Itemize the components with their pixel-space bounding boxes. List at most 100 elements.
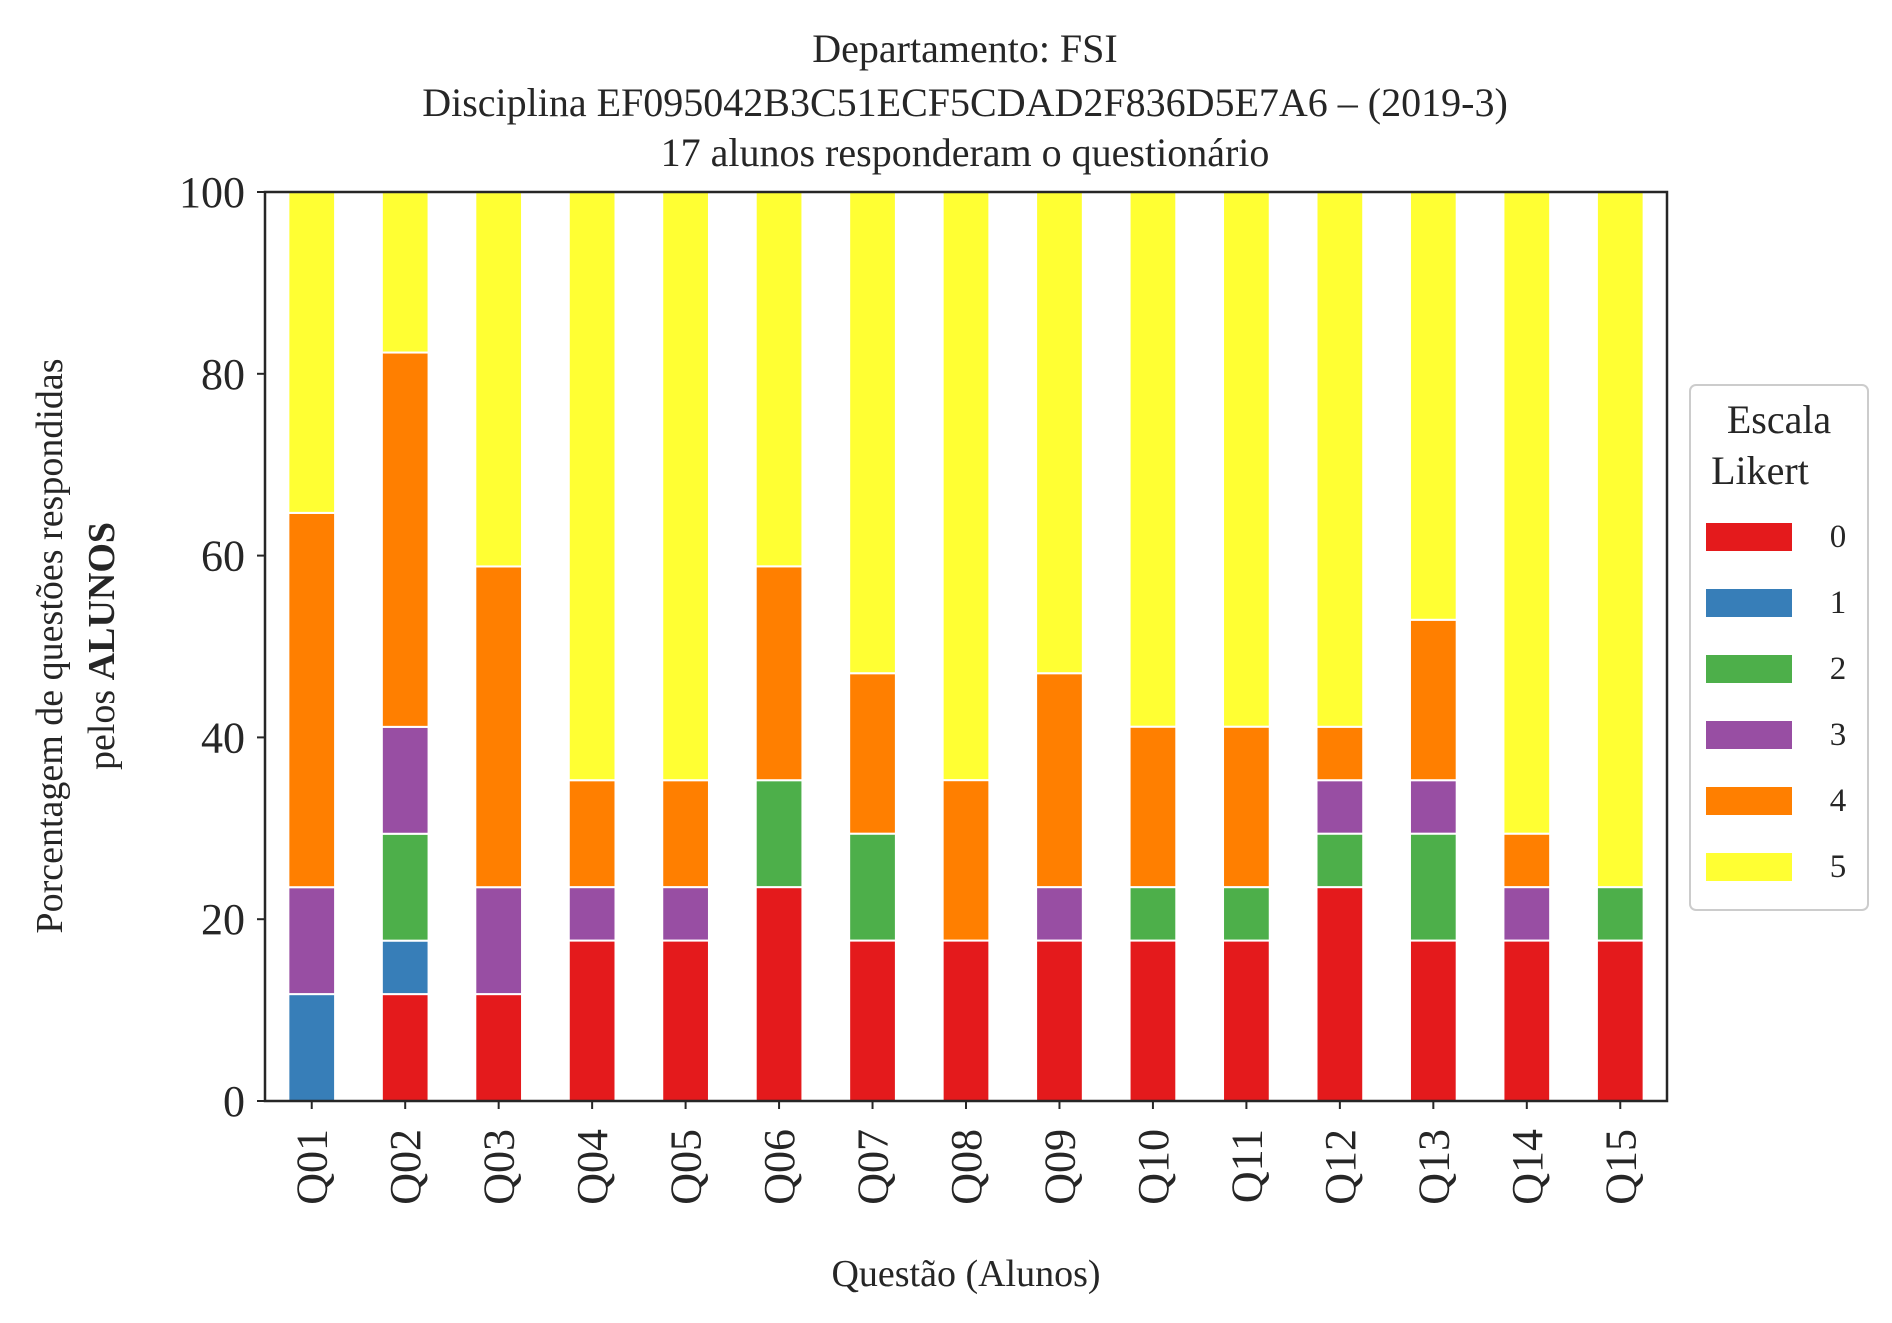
bar-q01-level-3 — [287, 886, 337, 996]
bar-q08-level-4 — [941, 779, 991, 942]
legend-title-line-2: Likert — [1711, 448, 1809, 493]
x-axis-ticks: Q01 Q02 Q03 Q04 Q05 Q06 Q07 Q08 Q09 Q10 Q11 Q12 Q13 Q… — [288, 1101, 1645, 1205]
x-tick-label-q10: Q10 — [1129, 1129, 1178, 1205]
x-tick-label-q09: Q09 — [1035, 1129, 1084, 1205]
bar-q11-level-2 — [1222, 886, 1271, 942]
bar-q04-level-3 — [567, 886, 617, 942]
bar-q05-level-0 — [661, 939, 710, 1103]
bar-q02-level-0 — [380, 993, 430, 1103]
legend-box — [1689, 384, 1869, 911]
y-axis-label-line-1: Porcentagem de questões respondidas — [29, 358, 71, 933]
bar-q01-level-5 — [287, 191, 337, 514]
x-tick-label-q11: Q11 — [1222, 1129, 1271, 1203]
legend-label-0: 0 — [1830, 519, 1847, 555]
legend-items: 0 1 2 3 4 5 — [1706, 519, 1846, 885]
legend-swatch-4 — [1706, 787, 1792, 815]
y-tick-label-40: 40 — [201, 713, 245, 762]
title-line-3: 17 alunos responderam o questionário — [661, 130, 1270, 175]
bar-q13-level-5 — [1408, 191, 1458, 621]
y-axis-label: Porcentagem de questões respondidas pelo… — [29, 358, 123, 933]
bar-q01-level-1 — [287, 993, 337, 1103]
bar-q13-level-3 — [1408, 779, 1458, 835]
title-line-2: Disciplina EF095042B3C51ECF5CDAD2F836D5E… — [422, 80, 1508, 125]
legend-swatch-5 — [1706, 853, 1792, 881]
x-tick-label-q04: Q04 — [568, 1129, 617, 1205]
x-tick-label-q05: Q05 — [662, 1129, 711, 1205]
bar-q07-level-4 — [848, 672, 897, 835]
x-axis-label: Questão (Alunos) — [831, 1253, 1100, 1295]
chart-title: Departamento: FSI Disciplina EF095042B3C… — [422, 26, 1508, 175]
bar-q02-level-5 — [380, 191, 430, 354]
legend-swatch-0 — [1706, 523, 1792, 551]
bar-q14-level-4 — [1502, 832, 1552, 889]
legend-label-5: 5 — [1830, 849, 1847, 885]
bar-q08-level-5 — [941, 190, 991, 782]
bar-q07-level-5 — [848, 191, 897, 675]
legend-label-4: 4 — [1830, 783, 1847, 819]
x-tick-label-q03: Q03 — [475, 1129, 524, 1205]
bar-q10-level-0 — [1128, 939, 1178, 1103]
legend-label-2: 2 — [1830, 651, 1847, 687]
bar-q10-level-4 — [1128, 725, 1178, 889]
bar-q06-level-2 — [754, 779, 804, 889]
legend-swatch-1 — [1706, 589, 1792, 617]
bar-q03-level-4 — [474, 565, 524, 889]
x-tick-label-q06: Q06 — [755, 1129, 804, 1205]
bar-q06-level-4 — [754, 565, 804, 782]
bar-q04-level-5 — [567, 191, 617, 782]
bar-q12-level-3 — [1315, 779, 1365, 835]
bar-q13-level-4 — [1408, 618, 1458, 782]
y-axis-label-line-2: pelos ALUNOS — [81, 522, 123, 770]
bar-q02-level-1 — [380, 939, 430, 996]
bar-q07-level-2 — [848, 832, 897, 942]
bar-q10-level-2 — [1128, 886, 1178, 942]
legend: Escala Likert 0 1 2 3 4 5 — [1689, 384, 1869, 911]
y-tick-label-100: 100 — [179, 168, 245, 217]
bar-q12-level-0 — [1315, 886, 1365, 1102]
y-tick-label-80: 80 — [201, 350, 245, 399]
bar-q14-level-0 — [1502, 939, 1552, 1103]
bar-q05-level-4 — [661, 779, 710, 889]
bar-q13-level-0 — [1408, 939, 1458, 1103]
y-tick-label-60: 60 — [201, 532, 245, 581]
bar-q11-level-5 — [1222, 191, 1271, 728]
bar-q03-level-3 — [474, 886, 524, 996]
bar-q12-level-2 — [1315, 832, 1365, 889]
x-tick-label-q07: Q07 — [849, 1129, 898, 1205]
x-tick-label-q13: Q13 — [1409, 1129, 1458, 1205]
bar-q06-level-5 — [754, 191, 804, 568]
bar-q09-level-4 — [1035, 672, 1084, 889]
bar-q09-level-0 — [1035, 939, 1084, 1103]
bar-q04-level-0 — [567, 939, 617, 1103]
bar-q12-level-4 — [1315, 725, 1365, 782]
legend-swatch-3 — [1706, 721, 1792, 749]
title-line-1: Departamento: FSI — [812, 26, 1118, 71]
bar-q11-level-4 — [1222, 725, 1271, 889]
bar-q04-level-4 — [567, 779, 617, 889]
bar-q05-level-3 — [661, 886, 710, 942]
y-tick-label-0: 0 — [223, 1077, 245, 1126]
bar-q08-level-0 — [941, 939, 991, 1103]
bar-q09-level-5 — [1035, 191, 1084, 675]
legend-label-3: 3 — [1830, 717, 1847, 753]
bar-q12-level-5 — [1315, 191, 1365, 728]
x-tick-label-q08: Q08 — [942, 1129, 991, 1205]
bar-q07-level-0 — [848, 939, 897, 1103]
y-axis-label-prefix: pelos — [81, 680, 123, 770]
y-axis-ticks: 0 20 40 60 80 100 — [179, 168, 265, 1126]
bar-q15-level-0 — [1595, 939, 1645, 1103]
bar-q14-level-5 — [1502, 191, 1552, 835]
bar-q10-level-5 — [1128, 191, 1178, 728]
y-axis-label-bold: ALUNOS — [81, 522, 123, 680]
legend-swatch-2 — [1706, 655, 1792, 683]
bar-q05-level-5 — [661, 191, 710, 782]
legend-label-1: 1 — [1830, 585, 1847, 621]
bar-q11-level-0 — [1222, 939, 1271, 1103]
x-tick-label-q14: Q14 — [1503, 1129, 1552, 1205]
bar-q03-level-0 — [474, 993, 524, 1103]
legend-title-line-1: Escala — [1727, 397, 1832, 442]
bar-q15-level-2 — [1595, 886, 1645, 942]
bar-q01-level-4 — [287, 511, 337, 889]
bar-q03-level-5 — [474, 191, 524, 568]
x-tick-label-q15: Q15 — [1596, 1129, 1645, 1205]
